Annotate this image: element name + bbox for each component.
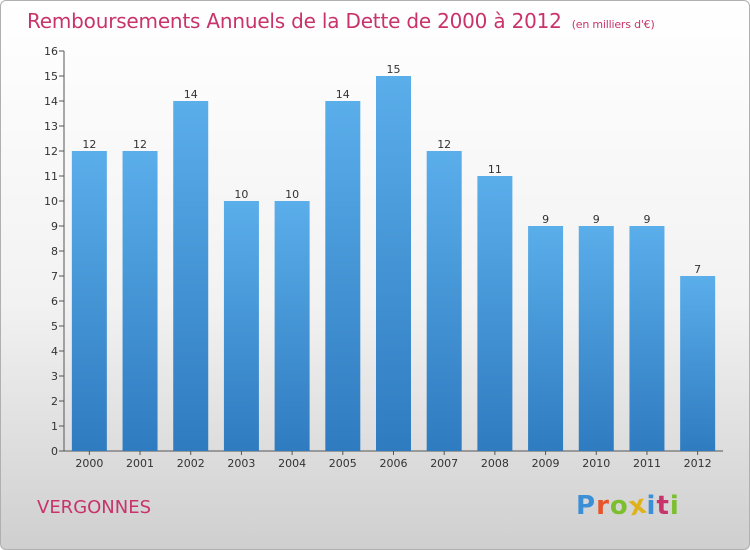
y-tick-label: 15 (44, 70, 58, 83)
logo-letter: i (646, 491, 657, 521)
data-label-2001: 12 (133, 138, 147, 151)
x-tick-label-2008: 2008 (481, 457, 509, 470)
x-tick-label-2003: 2003 (227, 457, 255, 470)
x-tick-label-2000: 2000 (75, 457, 103, 470)
bar-2000 (71, 151, 107, 451)
bar-2002 (173, 101, 209, 451)
logo-letter: r (596, 491, 610, 521)
y-tick-label: 5 (51, 320, 58, 333)
x-tick-label-2001: 2001 (126, 457, 154, 470)
x-tick-label-2011: 2011 (633, 457, 661, 470)
logo-letter: t (656, 491, 670, 521)
bar-2003 (223, 201, 259, 451)
logo-letter: o (609, 491, 629, 521)
bar-2005 (325, 101, 361, 451)
y-tick-label: 12 (44, 145, 58, 158)
x-tick-label-2002: 2002 (177, 457, 205, 470)
chart-subtitle: (en milliers d'€) (571, 18, 655, 31)
data-label-2005: 14 (336, 88, 350, 101)
x-tick-label-2007: 2007 (430, 457, 458, 470)
chart-title: Remboursements Annuels de la Dette de 20… (27, 9, 655, 33)
logo-letter: i (669, 491, 680, 521)
data-label-2007: 12 (437, 138, 451, 151)
data-label-2004: 10 (285, 188, 299, 201)
y-tick-label: 16 (44, 45, 58, 58)
bar-2012 (680, 276, 716, 451)
y-tick-label: 6 (51, 295, 58, 308)
x-tick-label-2006: 2006 (380, 457, 408, 470)
data-label-2006: 15 (387, 63, 401, 76)
data-label-2010: 9 (593, 213, 600, 226)
bar-2007 (426, 151, 462, 451)
data-label-2003: 10 (234, 188, 248, 201)
y-tick-label: 0 (51, 445, 58, 458)
data-label-2011: 9 (643, 213, 650, 226)
y-tick-label: 13 (44, 120, 58, 133)
bars (71, 76, 716, 451)
y-tick-label: 1 (51, 420, 58, 433)
y-tick-label: 11 (44, 170, 58, 183)
y-tick-label: 9 (51, 220, 58, 233)
x-tick-label-2012: 2012 (684, 457, 712, 470)
x-tick-label-2009: 2009 (532, 457, 560, 470)
bar-2009 (528, 226, 564, 451)
bar-2004 (274, 201, 310, 451)
bar-2011 (629, 226, 665, 451)
y-tick-label: 14 (44, 95, 58, 108)
value-labels: 12 12 14 10 10 14 15 12 11 9 9 9 7 (82, 63, 701, 276)
bar-2008 (477, 176, 513, 451)
data-label-2008: 11 (488, 163, 502, 176)
y-tick-label: 7 (51, 270, 58, 283)
data-label-2000: 12 (82, 138, 96, 151)
y-tick-label: 10 (44, 195, 58, 208)
data-label-2002: 14 (184, 88, 198, 101)
y-tick-label: 3 (51, 370, 58, 383)
x-tick-label-2004: 2004 (278, 457, 306, 470)
data-label-2009: 9 (542, 213, 549, 226)
logo-letter: P (576, 491, 597, 521)
data-label-2012: 7 (694, 263, 701, 276)
commune-name: VERGONNES (37, 497, 152, 518)
x-tick-label-2010: 2010 (582, 457, 610, 470)
y-tick-label: 2 (51, 395, 58, 408)
y-tick-label: 4 (51, 345, 58, 358)
y-tick-label: 8 (51, 245, 58, 258)
bar-2010 (578, 226, 614, 451)
chart-title-text: Remboursements Annuels de la Dette de 20… (27, 9, 562, 33)
proxiti-logo: Proxiti (576, 489, 680, 522)
x-tick-label-2005: 2005 (329, 457, 357, 470)
bar-2006 (376, 76, 411, 451)
bar-2001 (122, 151, 158, 451)
